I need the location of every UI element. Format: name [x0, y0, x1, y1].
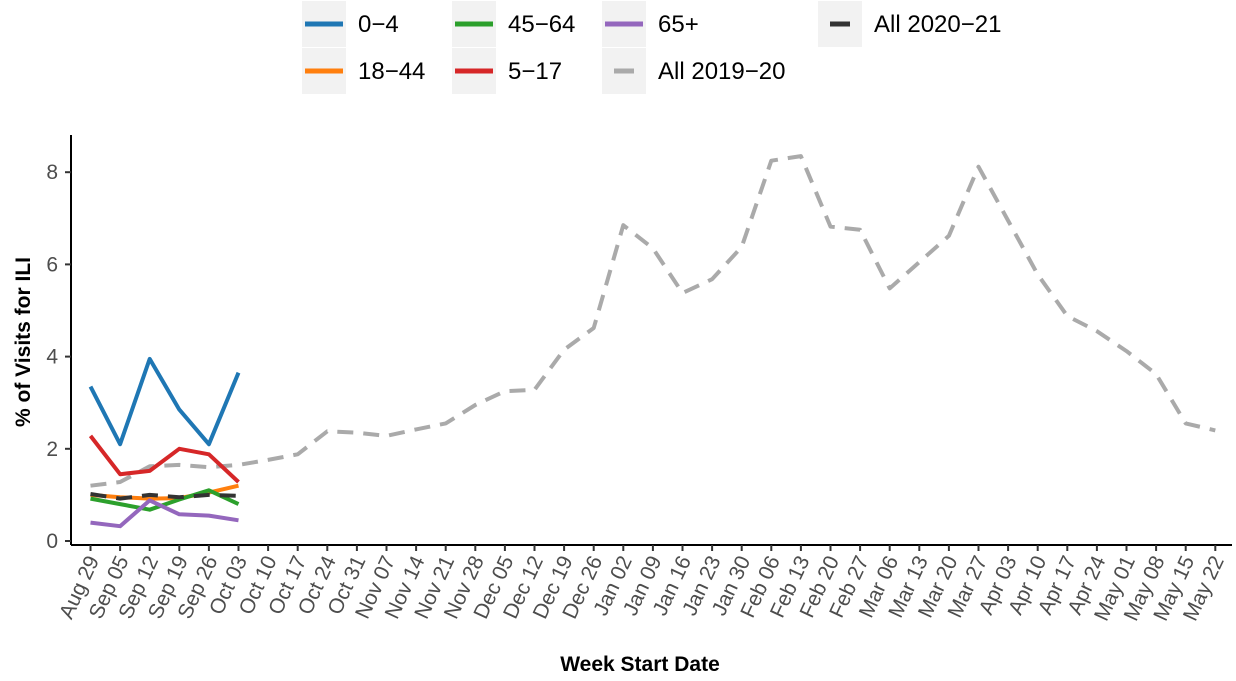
y-tick-label: 0 [46, 530, 58, 553]
y-axis-title: % of Visits for ILI [12, 257, 35, 427]
legend-item-45-64: 45−64 [452, 1, 575, 47]
series-line-45-64 [90, 488, 240, 512]
series-line-all-2019-20 [90, 154, 1216, 488]
legend-label: 5−17 [508, 58, 562, 85]
legend-label: 0−4 [358, 11, 399, 38]
series-lines [88, 154, 1216, 529]
legend-label: 18−44 [358, 58, 425, 85]
series-line-5-17 [88, 434, 240, 484]
y-tick-label: 8 [46, 161, 58, 184]
x-axis-title: Week Start Date [560, 653, 720, 676]
legend-item-all-2020-21: All 2020−21 [818, 1, 1001, 47]
legend-label: 45−64 [508, 11, 575, 38]
legend-item-65: 65+ [602, 1, 699, 47]
y-tick-label: 4 [46, 346, 58, 369]
legend-item-0-4: 0−4 [302, 1, 399, 47]
legend: 0−4 18−44 45−64 5−17 65+ All 2019−20 All 2020−… [302, 1, 1001, 94]
series-line-65 [90, 498, 239, 529]
legend-item-5-17: 5−17 [452, 48, 562, 94]
legend-label: 65+ [658, 11, 699, 38]
y-axis-ticks: 0 2 4 6 8 [46, 161, 71, 553]
y-tick-label: 6 [46, 253, 58, 276]
legend-item-all-2019-20: All 2019−20 [602, 48, 785, 94]
legend-label: All 2019−20 [658, 58, 785, 85]
legend-label: All 2020−21 [874, 11, 1001, 38]
series-line-0-4 [88, 356, 241, 447]
y-tick-label: 2 [46, 438, 58, 461]
legend-item-18-44: 18−44 [302, 48, 425, 94]
